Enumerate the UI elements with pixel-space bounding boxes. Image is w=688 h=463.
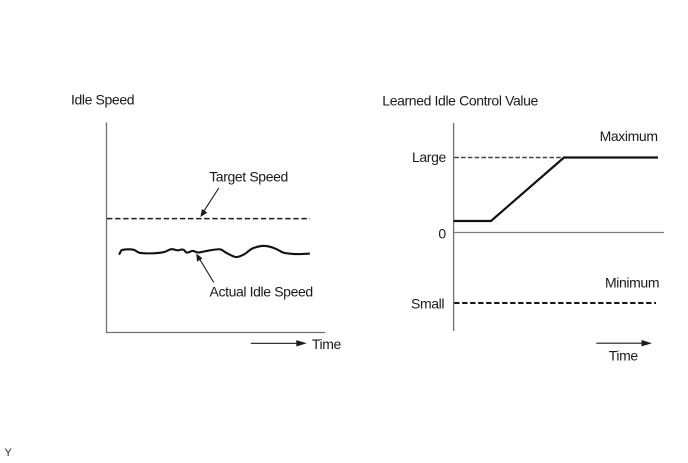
svg-text:Small: Small [411, 296, 444, 312]
svg-text:Maximum: Maximum [600, 128, 658, 144]
svg-text:Target Speed: Target Speed [209, 169, 288, 185]
svg-text:Idle Speed: Idle Speed [71, 92, 134, 108]
svg-text:Minimum: Minimum [605, 275, 659, 291]
svg-text:Time: Time [312, 336, 342, 352]
svg-text:Actual Idle Speed: Actual Idle Speed [210, 284, 313, 300]
svg-text:Learned Idle Control Value: Learned Idle Control Value [382, 93, 538, 109]
svg-text:0: 0 [438, 226, 446, 242]
svg-text:Large: Large [412, 149, 447, 165]
svg-text:Time: Time [609, 347, 639, 363]
svg-text:Y: Y [5, 447, 12, 459]
